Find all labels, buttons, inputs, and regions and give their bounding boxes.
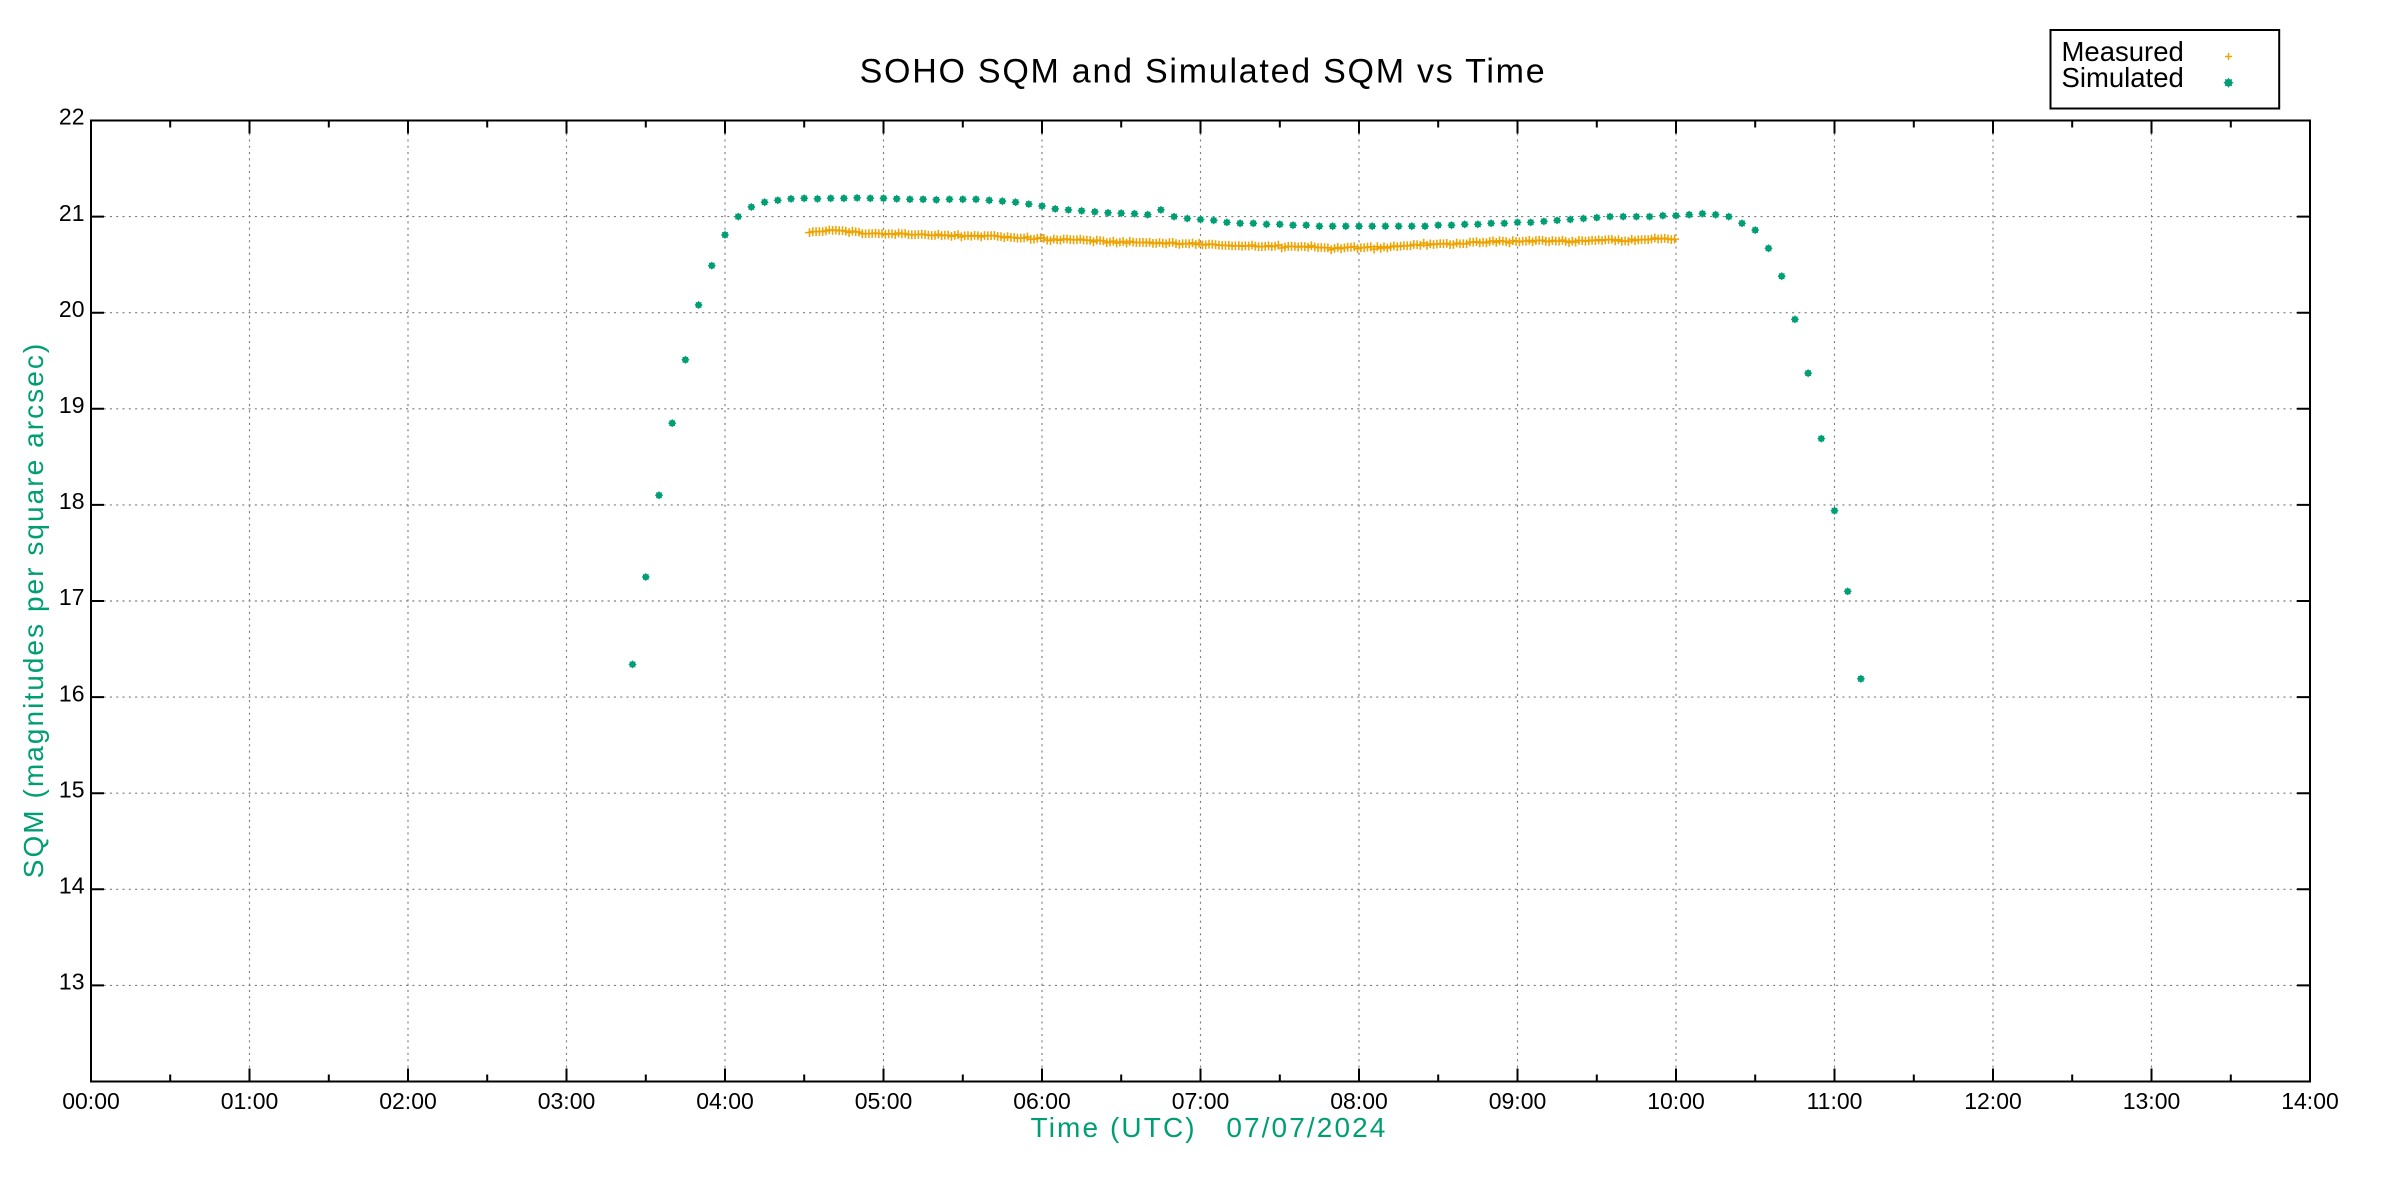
svg-text:14: 14: [59, 873, 85, 899]
svg-text:06:00: 06:00: [1013, 1088, 1071, 1114]
svg-text:17: 17: [59, 584, 85, 610]
svg-text:20: 20: [59, 296, 85, 322]
svg-text:08:00: 08:00: [1330, 1088, 1388, 1114]
svg-text:10:00: 10:00: [1647, 1088, 1705, 1114]
svg-text:01:00: 01:00: [221, 1088, 279, 1114]
svg-text:22: 22: [59, 104, 85, 130]
svg-text:09:00: 09:00: [1489, 1088, 1547, 1114]
svg-text:07:00: 07:00: [1172, 1088, 1230, 1114]
svg-text:03:00: 03:00: [538, 1088, 596, 1114]
svg-text:18: 18: [59, 488, 85, 514]
svg-text:00:00: 00:00: [62, 1088, 120, 1114]
svg-text:Time (UTC) 07/07/2024: Time (UTC) 07/07/2024: [1031, 1112, 1388, 1143]
svg-text:Simulated: Simulated: [2062, 62, 2184, 93]
svg-text:13:00: 13:00: [2123, 1088, 2181, 1114]
svg-text:SQM (magnitudes per square arc: SQM (magnitudes per square arcsec): [18, 342, 49, 879]
svg-text:04:00: 04:00: [696, 1088, 754, 1114]
svg-text:19: 19: [59, 392, 85, 418]
svg-text:02:00: 02:00: [379, 1088, 437, 1114]
svg-text:SOHO SQM and Simulated SQM vs: SOHO SQM and Simulated SQM vs Time: [860, 53, 1547, 91]
svg-text:16: 16: [59, 680, 85, 706]
svg-text:14:00: 14:00: [2281, 1088, 2339, 1114]
svg-text:15: 15: [59, 776, 85, 802]
svg-text:11:00: 11:00: [1807, 1088, 1863, 1114]
svg-text:05:00: 05:00: [855, 1088, 913, 1114]
svg-text:13: 13: [59, 969, 85, 995]
svg-text:Measured: Measured: [2062, 36, 2184, 67]
svg-text:12:00: 12:00: [1964, 1088, 2022, 1114]
svg-text:21: 21: [59, 200, 85, 226]
